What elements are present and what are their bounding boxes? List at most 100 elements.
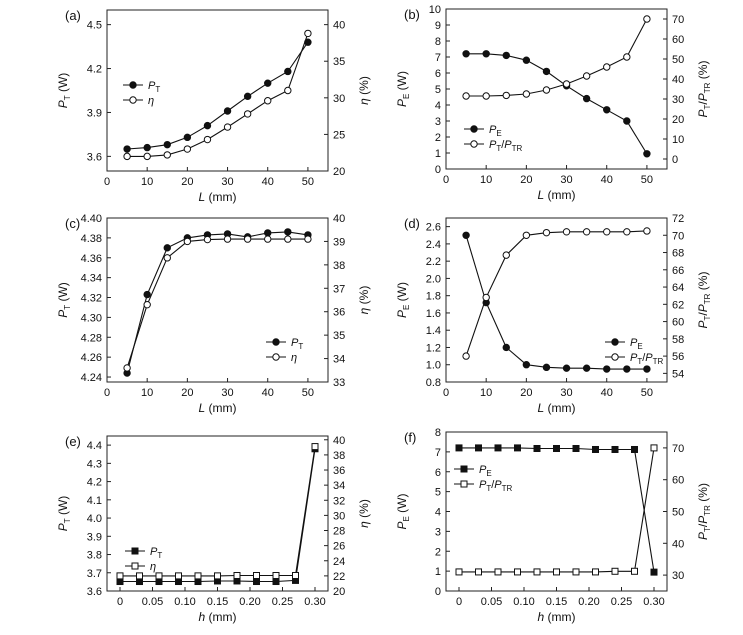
y2-tick-label: 38 <box>333 260 345 272</box>
data-point <box>475 568 482 576</box>
data-point <box>643 150 651 158</box>
y2-tick-label: 62 <box>672 299 684 311</box>
y2-tick-label: 30 <box>333 93 345 105</box>
plot-frame <box>106 217 329 383</box>
y-tick-label: 1.6 <box>426 308 441 320</box>
y-tick-label: 1.0 <box>426 360 441 372</box>
series-b-2 <box>462 15 651 100</box>
x-tick-label: 30 <box>221 176 233 188</box>
y-tick-label: 4.0 <box>87 513 102 525</box>
series-d-1 <box>462 231 651 373</box>
y2-axis-label: PT/PTR (%) <box>696 272 712 329</box>
y2-tick-label: 40 <box>333 213 345 225</box>
panel-label: (e) <box>65 434 81 449</box>
y-tick-label: 4.2 <box>87 64 102 76</box>
legend: PTη <box>123 80 160 107</box>
legend-symbol: P <box>489 139 497 151</box>
series-f-1 <box>455 444 658 576</box>
y2-tick-label: 10 <box>672 134 684 146</box>
label-unit: (%) <box>696 61 710 83</box>
data-point <box>136 578 143 586</box>
data-point <box>183 145 192 153</box>
x-tick-label: 0.25 <box>611 596 632 608</box>
data-point <box>582 228 591 236</box>
y-tick-label: 4.2 <box>87 477 102 489</box>
y2-tick-label: 60 <box>672 34 684 46</box>
x-tick-label: 50 <box>641 387 653 399</box>
data-point <box>163 140 171 149</box>
x-tick-label: 30 <box>560 387 572 399</box>
y-tick-label: 10 <box>429 4 441 16</box>
x-tick-label: 40 <box>262 176 274 188</box>
x-tick-label: 10 <box>141 176 153 188</box>
data-point <box>123 364 131 372</box>
legend: PTη <box>266 337 303 364</box>
data-point <box>553 444 560 452</box>
data-point <box>603 365 611 373</box>
legend-entry: PE <box>479 464 492 478</box>
legend-entry: PT <box>291 337 303 351</box>
plot-frame <box>106 9 329 172</box>
y-tick-label: 5 <box>435 487 441 499</box>
x-tick-label: 0.15 <box>207 596 228 608</box>
data-point <box>123 145 131 153</box>
data-point <box>582 94 591 103</box>
legend-symbol: P <box>291 337 299 349</box>
panel-b: (b) 0 10 20 30 40 50 0 1 2 3 4 5 6 7 8 9 10 0 10 20 30 40 50 60 7… <box>395 4 712 202</box>
data-point <box>643 227 651 235</box>
y2-tick-label: 24 <box>333 556 345 568</box>
data-point <box>272 572 280 579</box>
y2-tick-label: 60 <box>672 317 684 329</box>
label-unit: (mm) <box>544 610 575 624</box>
data-point <box>592 568 599 576</box>
y2-tick-label: 20 <box>333 166 345 178</box>
legend-symbol: η <box>148 95 154 107</box>
panel-label: (c) <box>65 216 80 231</box>
y2-tick-label: 70 <box>672 14 684 26</box>
y-tick-label: 4.30 <box>81 312 102 324</box>
y2-tick-label: 58 <box>672 334 684 346</box>
x-tick-label: 0 <box>443 387 449 399</box>
y2-tick-label: 36 <box>333 307 345 319</box>
data-point <box>264 235 272 243</box>
x-tick-label: 20 <box>181 387 193 399</box>
label-symbol: L <box>537 188 544 202</box>
legend-symbol: P <box>489 124 497 136</box>
data-point <box>462 352 470 360</box>
panel-e: (e) 0 0.05 0.10 0.15 0.20 0.25 0.30 3.6 3.7 3.8 3.9… <box>56 434 371 624</box>
y2-tick-label: 34 <box>333 480 345 492</box>
y-tick-label: 4.26 <box>81 352 102 364</box>
y-tick-label: 4.34 <box>81 273 102 285</box>
y-tick-label: 4.4 <box>87 440 102 452</box>
legend-entry: PE <box>630 337 643 351</box>
y-tick-label: 1.2 <box>426 342 441 354</box>
x-axis-label: h (mm) <box>537 610 575 624</box>
data-point <box>542 67 551 76</box>
data-point <box>292 572 299 579</box>
y-tick-label: 6 <box>435 68 441 80</box>
y-axis-label: PT (W) <box>56 282 72 318</box>
label-symbol: P <box>56 523 70 531</box>
series-e-1 <box>116 445 319 586</box>
label-symbol: h <box>198 610 205 624</box>
label-symbol: P <box>696 320 710 328</box>
y-tick-label: 5 <box>435 84 441 96</box>
panel-label: (a) <box>65 8 81 23</box>
x-tick-label: 0.10 <box>174 596 195 608</box>
series-line <box>465 230 647 357</box>
data-point <box>243 92 252 101</box>
y2-tick-label: 0 <box>672 154 678 166</box>
x-tick-label: 0.15 <box>546 596 567 608</box>
legend-marker <box>470 140 478 148</box>
y-tick-label: 4 <box>435 100 441 112</box>
panel-label: (f) <box>404 430 416 445</box>
legend-entry: η <box>291 352 297 364</box>
label-symbol: P <box>56 100 70 108</box>
y2-tick-label: 39 <box>333 236 345 248</box>
data-point <box>203 135 212 144</box>
data-point <box>562 80 571 88</box>
legend-subscript: TR <box>512 144 523 153</box>
legend-symbol: P <box>148 80 156 92</box>
y-tick-label: 1 <box>435 566 441 578</box>
